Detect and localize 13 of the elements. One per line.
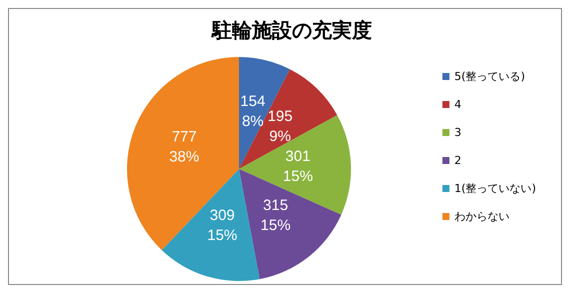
data-label: 195 9% (268, 108, 293, 146)
data-label: 301 15% (282, 148, 313, 186)
legend-label: 3 (454, 126, 462, 139)
data-label: 154 8% (240, 93, 266, 130)
legend-label: わからない (454, 210, 510, 223)
legend-label: 1(整っていない) (454, 182, 536, 195)
data-label: 315 15% (260, 196, 291, 234)
legend-label: 5(整っている) (454, 70, 526, 83)
data-label: 777 38% (169, 128, 200, 166)
legend-label: 2 (454, 154, 462, 167)
data-label: 309 15% (207, 207, 238, 244)
chart-title: 駐輪施設の充実度 (211, 18, 372, 42)
legend-label: 4 (454, 98, 462, 111)
